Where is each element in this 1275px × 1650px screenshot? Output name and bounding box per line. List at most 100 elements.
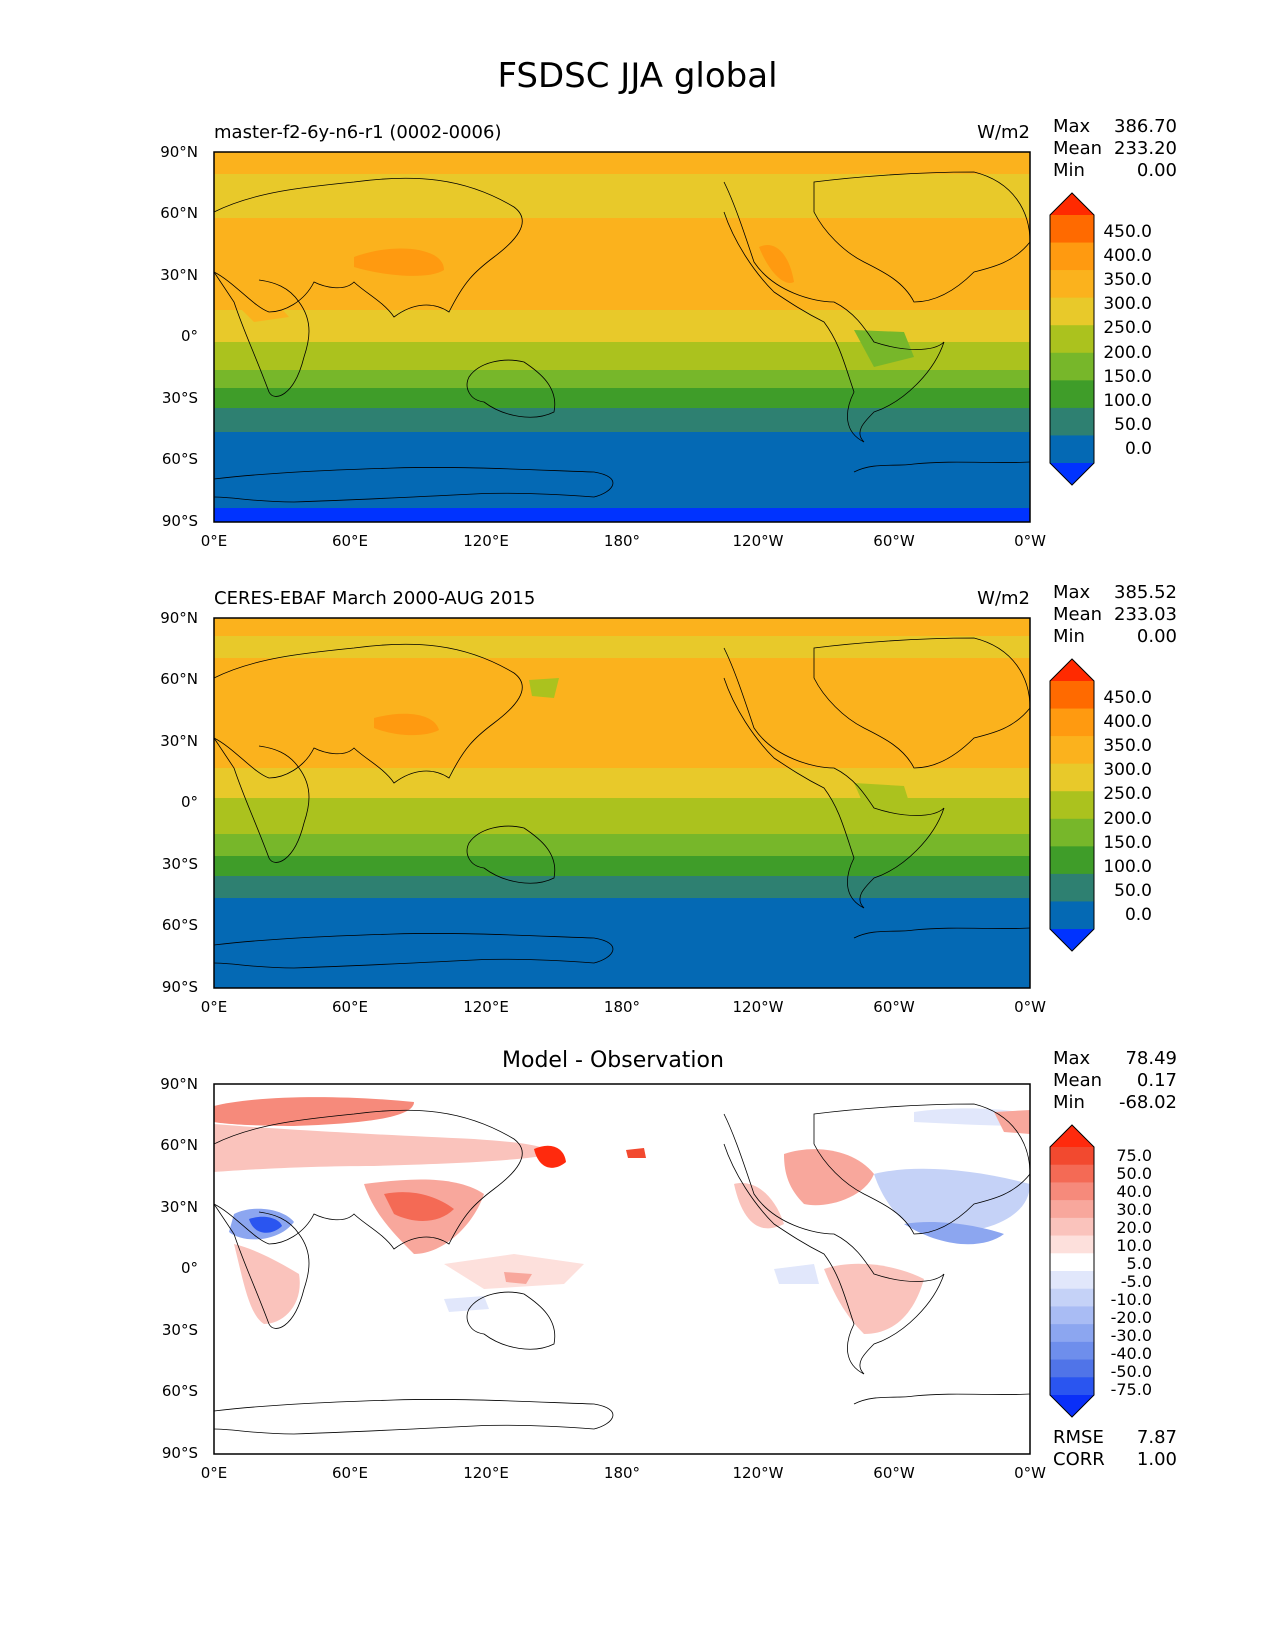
lon-tick-60e: 60°E	[331, 998, 369, 1016]
map-model-bands	[214, 152, 1030, 522]
lat-tick-0: 0°	[180, 327, 198, 345]
cbar-diff-label-neg5: -5.0	[1120, 1272, 1152, 1291]
lon-tick-120e: 120°E	[463, 532, 509, 550]
units-label-model: W/m2	[977, 122, 1030, 143]
cbar-obs-label-400: 400.0	[1103, 712, 1152, 732]
map-diff-anomalies	[214, 1097, 1030, 1334]
lat-tick-90n: 90°N	[160, 143, 198, 161]
cbar-obs-label-100: 100.0	[1103, 857, 1152, 877]
lon-tick-0e: 0°E	[200, 532, 228, 550]
cbar-model-label-350: 350.0	[1103, 270, 1152, 290]
cbar-obs-label-150: 150.0	[1103, 833, 1152, 853]
colorbar-model-extend-bottom	[1050, 463, 1094, 485]
cbar-diff-label-neg30: -30.0	[1110, 1326, 1152, 1345]
colorbar-diff-segment	[1050, 1164, 1094, 1183]
colorbar-obs-segment	[1050, 818, 1094, 847]
cbar-model-label-0: 0.0	[1124, 439, 1152, 459]
stat-max-value: 78.49	[1125, 1048, 1177, 1069]
cbar-model-label-250: 250.0	[1103, 318, 1152, 338]
cbar-obs-label-350: 350.0	[1103, 736, 1152, 756]
colorbar-model-segment	[1050, 407, 1094, 436]
stat-min-label: Min	[1053, 160, 1085, 181]
lat-tick-60s: 60°S	[161, 1382, 198, 1400]
stat-max-value: 385.52	[1114, 582, 1177, 603]
lon-tick-120w: 120°W	[732, 532, 784, 550]
colorbar-obs-segment	[1050, 763, 1094, 792]
stat-mean-label: Mean	[1053, 604, 1103, 625]
panel-title-obs: CERES-EBAF March 2000-AUG 2015	[214, 588, 536, 609]
stat-rmse-label: RMSE	[1053, 1427, 1104, 1448]
lon-tick-0e: 0°E	[200, 1464, 228, 1482]
colorbar-diff-segment	[1050, 1288, 1094, 1307]
stat-mean-label: Mean	[1053, 1070, 1103, 1091]
figure-title: FSDSC JJA global	[497, 56, 778, 96]
map-model	[213, 151, 1031, 523]
stat-corr-value: 1.00	[1136, 1449, 1177, 1470]
lat-tick-90s: 90°S	[161, 1444, 198, 1462]
lon-tick-120e: 120°E	[463, 1464, 509, 1482]
colorbar-obs-segment	[1050, 791, 1094, 820]
lon-tick-0e: 0°E	[200, 998, 228, 1016]
lon-tick-60e: 60°E	[331, 532, 369, 550]
colorbar-diff	[1049, 1124, 1095, 1418]
colorbar-diff-segment	[1050, 1377, 1094, 1396]
stat-max-label: Max	[1053, 1048, 1091, 1069]
cbar-diff-label-neg10: -10.0	[1110, 1290, 1152, 1309]
lat-tick-60s: 60°S	[161, 450, 198, 468]
panel-title-model: master-f2-6y-n6-r1 (0002-0006)	[214, 122, 502, 143]
colorbar-model-segment	[1050, 270, 1094, 299]
colorbar-model-extend-top	[1050, 193, 1094, 215]
cbar-diff-label-30: 30.0	[1116, 1200, 1152, 1219]
stat-corr-label: CORR	[1053, 1449, 1105, 1470]
colorbar-diff-segment	[1050, 1217, 1094, 1237]
lon-tick-60e: 60°E	[331, 1464, 369, 1482]
cbar-obs-label-450: 450.0	[1103, 688, 1152, 708]
cbar-diff-label-20: 20.0	[1116, 1218, 1152, 1237]
colorbar-model-segment	[1050, 325, 1094, 354]
colorbar-obs-segment	[1050, 873, 1094, 902]
lat-tick-30s: 30°S	[161, 855, 198, 873]
lat-tick-60n: 60°N	[160, 1136, 198, 1154]
stat-min-value: 0.00	[1136, 160, 1177, 181]
cbar-diff-label-neg75: -75.0	[1110, 1380, 1152, 1399]
cbar-diff-label-40: 40.0	[1116, 1182, 1152, 1201]
colorbar-obs-extend-bottom	[1050, 929, 1094, 951]
stat-min-label: Min	[1053, 1092, 1085, 1113]
cbar-obs-label-250: 250.0	[1103, 784, 1152, 804]
cbar-diff-label-neg50: -50.0	[1110, 1362, 1152, 1381]
map-model-coastlines	[213, 171, 1031, 503]
lon-tick-120w: 120°W	[732, 1464, 784, 1482]
stat-max-label: Max	[1053, 582, 1091, 603]
colorbar-obs-segment	[1050, 681, 1094, 710]
stat-rmse-value: 7.87	[1136, 1427, 1177, 1448]
colorbar-diff-segment	[1050, 1147, 1094, 1166]
stat-max-label: Max	[1053, 116, 1091, 137]
colorbar-diff-extend-top	[1050, 1125, 1094, 1147]
colorbar-model	[1049, 192, 1095, 486]
lat-tick-90s: 90°S	[161, 512, 198, 530]
lon-tick-180: 180°	[603, 532, 641, 550]
colorbar-diff-segment	[1050, 1182, 1094, 1201]
map-obs	[213, 617, 1031, 989]
cbar-diff-label-75: 75.0	[1116, 1146, 1152, 1165]
cbar-model-label-450: 450.0	[1103, 222, 1152, 242]
cbar-obs-label-0: 0.0	[1124, 905, 1152, 925]
colorbar-diff-segment	[1050, 1271, 1094, 1290]
lon-tick-60w: 60°W	[873, 998, 915, 1016]
lat-tick-90n: 90°N	[160, 609, 198, 627]
colorbar-obs-extend-top	[1050, 659, 1094, 681]
cbar-diff-label-50: 50.0	[1116, 1164, 1152, 1183]
lon-tick-0w: 0°W	[1014, 1464, 1046, 1482]
lon-tick-180: 180°	[603, 1464, 641, 1482]
cbar-model-label-400: 400.0	[1103, 246, 1152, 266]
colorbar-obs-segment	[1050, 708, 1094, 737]
stat-min-value: -68.02	[1118, 1092, 1177, 1113]
cbar-diff-label-5: 5.0	[1126, 1254, 1152, 1273]
cbar-diff-label-neg20: -20.0	[1110, 1308, 1152, 1327]
cbar-model-label-50: 50.0	[1114, 415, 1152, 435]
cbar-model-label-150: 150.0	[1103, 367, 1152, 387]
cbar-diff-label-10: 10.0	[1116, 1236, 1152, 1255]
colorbar-diff-segment	[1050, 1324, 1094, 1343]
stat-min-label: Min	[1053, 626, 1085, 647]
stat-max-value: 386.70	[1114, 116, 1177, 137]
